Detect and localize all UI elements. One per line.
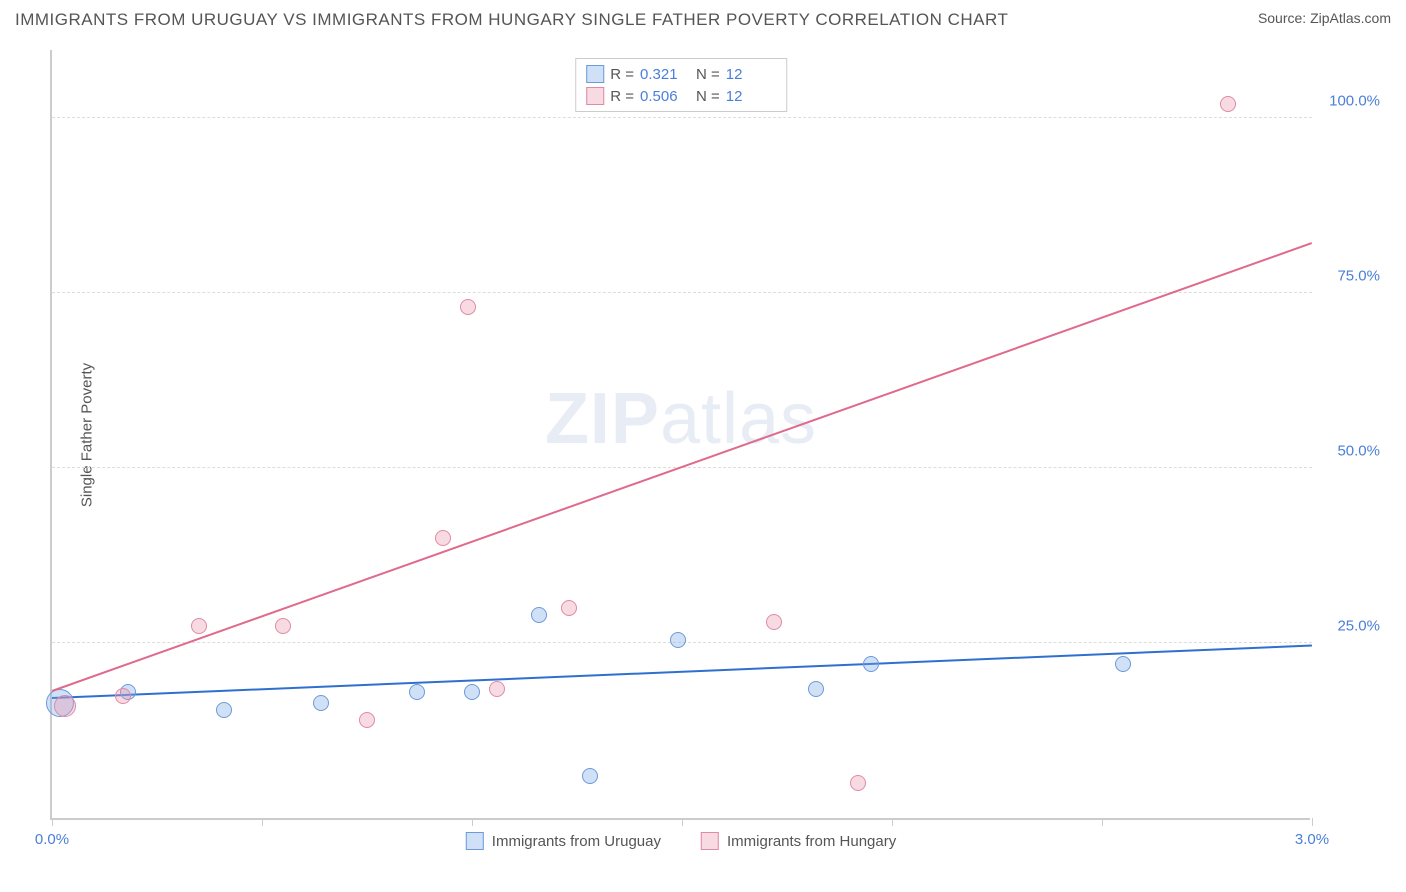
legend-item: Immigrants from Hungary [701, 832, 896, 850]
data-point [409, 684, 425, 700]
stats-legend: R = 0.321 N = 12 R = 0.506 N = 12 [575, 58, 787, 112]
legend-swatch [586, 65, 604, 83]
grid-line [52, 117, 1312, 118]
x-tick-label: 0.0% [35, 831, 69, 848]
legend-label: Immigrants from Uruguay [492, 833, 661, 850]
n-label: N = [696, 88, 720, 105]
y-tick-label: 50.0% [1337, 443, 1380, 460]
r-value: 0.321 [640, 66, 690, 83]
stats-row: R = 0.506 N = 12 [586, 85, 776, 107]
x-tick [1312, 818, 1313, 826]
data-point [54, 695, 76, 717]
data-point [115, 688, 131, 704]
data-point [460, 299, 476, 315]
legend-item: Immigrants from Uruguay [466, 832, 661, 850]
data-point [464, 684, 480, 700]
data-point [216, 702, 232, 718]
legend-swatch [466, 832, 484, 850]
x-tick [1102, 818, 1103, 826]
grid-line [52, 292, 1312, 293]
chart-header: IMMIGRANTS FROM URUGUAY VS IMMIGRANTS FR… [15, 10, 1391, 30]
data-point [582, 768, 598, 784]
data-point [275, 618, 291, 634]
stats-row: R = 0.321 N = 12 [586, 63, 776, 85]
plot-area: ZIPatlas 25.0%50.0%75.0%100.0%0.0%3.0%Im… [50, 50, 1310, 820]
data-point [561, 600, 577, 616]
n-value: 12 [726, 66, 776, 83]
y-tick-label: 25.0% [1337, 618, 1380, 635]
y-tick-label: 75.0% [1337, 268, 1380, 285]
data-point [435, 530, 451, 546]
data-point [191, 618, 207, 634]
legend-swatch [586, 87, 604, 105]
data-point [863, 656, 879, 672]
data-point [313, 695, 329, 711]
x-tick [52, 818, 53, 826]
legend-label: Immigrants from Hungary [727, 833, 896, 850]
data-point [670, 632, 686, 648]
x-tick-label: 3.0% [1295, 831, 1329, 848]
n-label: N = [696, 66, 720, 83]
bottom-legend: Immigrants from Uruguay Immigrants from H… [466, 832, 896, 850]
watermark: ZIPatlas [545, 378, 817, 460]
data-point [808, 681, 824, 697]
x-tick [682, 818, 683, 826]
chart-title: IMMIGRANTS FROM URUGUAY VS IMMIGRANTS FR… [15, 10, 1008, 30]
r-label: R = [610, 66, 634, 83]
r-value: 0.506 [640, 88, 690, 105]
n-value: 12 [726, 88, 776, 105]
watermark-bold: ZIP [545, 379, 660, 459]
chart-source: Source: ZipAtlas.com [1258, 10, 1391, 26]
data-point [850, 775, 866, 791]
data-point [766, 614, 782, 630]
legend-swatch [701, 832, 719, 850]
plot-container: Single Father Poverty ZIPatlas 25.0%50.0… [50, 50, 1385, 820]
data-point [359, 712, 375, 728]
data-point [1115, 656, 1131, 672]
x-tick [472, 818, 473, 826]
data-point [531, 607, 547, 623]
y-tick-label: 100.0% [1329, 93, 1380, 110]
r-label: R = [610, 88, 634, 105]
data-point [1220, 96, 1236, 112]
x-tick [892, 818, 893, 826]
x-tick [262, 818, 263, 826]
data-point [489, 681, 505, 697]
